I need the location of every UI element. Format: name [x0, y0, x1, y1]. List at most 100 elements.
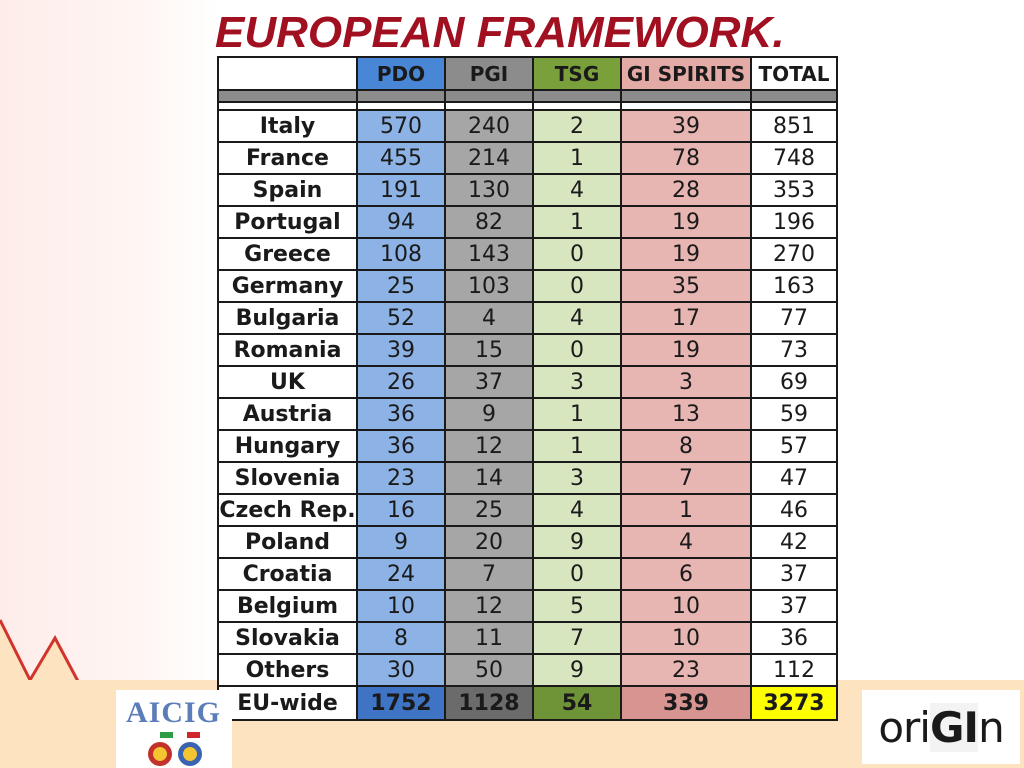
aicig-logo-text: AICIG: [126, 696, 222, 729]
pdo-cell: 26: [356, 365, 446, 399]
country-cell: UK: [217, 365, 358, 399]
table-row: Czech Rep. 16 25 4 1 46: [217, 493, 838, 527]
total-cell: 196: [750, 205, 838, 239]
tsg-cell: 0: [532, 269, 622, 303]
pgi-cell: 4: [444, 301, 534, 335]
pdo-cell: 23: [356, 461, 446, 495]
total-cell: 73: [750, 333, 838, 367]
gi-spirits-cell: 10: [620, 621, 752, 655]
total-cell: 270: [750, 237, 838, 271]
gi-table: PDO PGI TSG GI SPIRITS TOTAL Italy 570 240…: [217, 56, 838, 721]
table-row: Croatia 24 7 0 6 37: [217, 557, 838, 591]
table-row: Slovenia 23 14 3 7 47: [217, 461, 838, 495]
table-row: Greece 108 143 0 19 270: [217, 237, 838, 271]
pgi-cell: 82: [444, 205, 534, 239]
tsg-cell: 2: [532, 109, 622, 143]
pdo-cell: 108: [356, 237, 446, 271]
pgi-cell: 25: [444, 493, 534, 527]
pdo-cell: 191: [356, 173, 446, 207]
tsg-cell: 1: [532, 397, 622, 431]
country-cell: Italy: [217, 109, 358, 143]
origin-logo: ori GI n: [862, 690, 1020, 764]
country-cell: Portugal: [217, 205, 358, 239]
pgi-cell: 14: [444, 461, 534, 495]
country-cell: Austria: [217, 397, 358, 431]
gi-spirits-cell: 23: [620, 653, 752, 687]
origin-logo-text-start: ori: [878, 702, 931, 752]
table-row: UK 26 37 3 3 69: [217, 365, 838, 399]
gi-spirits-cell: 6: [620, 557, 752, 591]
country-cell: Belgium: [217, 589, 358, 623]
total-cell: 57: [750, 429, 838, 463]
header-pdo: PDO: [356, 56, 446, 91]
table-row: Spain 191 130 4 28 353: [217, 173, 838, 207]
tsg-cell: 4: [532, 301, 622, 335]
tsg-cell: 3: [532, 365, 622, 399]
pgi-cell: 11: [444, 621, 534, 655]
pgi-cell: 214: [444, 141, 534, 175]
slide-title: EUROPEAN FRAMEWORK.: [215, 8, 785, 57]
pdo-cell: 36: [356, 429, 446, 463]
pgi-cell: 143: [444, 237, 534, 271]
pgi-cell: 15: [444, 333, 534, 367]
country-cell: Germany: [217, 269, 358, 303]
gi-spirits-cell: 8: [620, 429, 752, 463]
pdo-cell: 52: [356, 301, 446, 335]
header-spacer: [217, 101, 838, 111]
pdo-cell: 25: [356, 269, 446, 303]
pdo-cell: 570: [356, 109, 446, 143]
country-cell: Romania: [217, 333, 358, 367]
gi-spirits-cell: 19: [620, 205, 752, 239]
country-cell: Croatia: [217, 557, 358, 591]
gi-spirits-cell: 78: [620, 141, 752, 175]
pdo-cell: 8: [356, 621, 446, 655]
table-row: France 455 214 1 78 748: [217, 141, 838, 175]
total-row-country-cell: EU-wide: [217, 685, 358, 721]
total-cell: 59: [750, 397, 838, 431]
total-cell: 112: [750, 653, 838, 687]
pgi-cell: 37: [444, 365, 534, 399]
table-total-row: EU-wide 1752 1128 54 339 3273: [217, 685, 838, 721]
total-cell: 37: [750, 557, 838, 591]
tsg-cell: 0: [532, 557, 622, 591]
country-cell: France: [217, 141, 358, 175]
origin-logo-text-gi: GI: [929, 702, 979, 752]
gi-table-container: PDO PGI TSG GI SPIRITS TOTAL Italy 570 240…: [217, 56, 838, 721]
pdo-seal-icon: [148, 742, 172, 766]
country-cell: Greece: [217, 237, 358, 271]
pgi-cell: 240: [444, 109, 534, 143]
total-cell: 36: [750, 621, 838, 655]
gi-spirits-cell: 17: [620, 301, 752, 335]
table-row: Germany 25 103 0 35 163: [217, 269, 838, 303]
table-row: Portugal 94 82 1 19 196: [217, 205, 838, 239]
tsg-cell: 9: [532, 653, 622, 687]
gi-spirits-cell: 39: [620, 109, 752, 143]
italian-flag-icon: [160, 732, 200, 738]
table-body: Italy 570 240 2 39 851 France 455 214 1 78 748 Spain…: [217, 89, 838, 721]
tsg-cell: 1: [532, 205, 622, 239]
pgi-cell: 130: [444, 173, 534, 207]
gi-spirits-cell: 19: [620, 237, 752, 271]
header-blank: [217, 56, 358, 91]
pgi-cell: 103: [444, 269, 534, 303]
tsg-cell: 7: [532, 621, 622, 655]
country-cell: Poland: [217, 525, 358, 559]
gi-spirits-cell: 19: [620, 333, 752, 367]
gi-spirits-cell: 35: [620, 269, 752, 303]
pgi-cell: 7: [444, 557, 534, 591]
country-cell: Hungary: [217, 429, 358, 463]
pdo-cell: 36: [356, 397, 446, 431]
pgi-seal-icon: [178, 742, 202, 766]
total-cell: 77: [750, 301, 838, 335]
country-cell: Czech Rep.: [217, 493, 358, 527]
table-row: Austria 36 9 1 13 59: [217, 397, 838, 431]
gi-spirits-cell: 4: [620, 525, 752, 559]
total-row-tsg-cell: 54: [532, 685, 622, 721]
tsg-cell: 9: [532, 525, 622, 559]
pdo-cell: 9: [356, 525, 446, 559]
gi-spirits-cell: 13: [620, 397, 752, 431]
country-cell: Spain: [217, 173, 358, 207]
pdo-cell: 24: [356, 557, 446, 591]
total-cell: 748: [750, 141, 838, 175]
tsg-cell: 5: [532, 589, 622, 623]
